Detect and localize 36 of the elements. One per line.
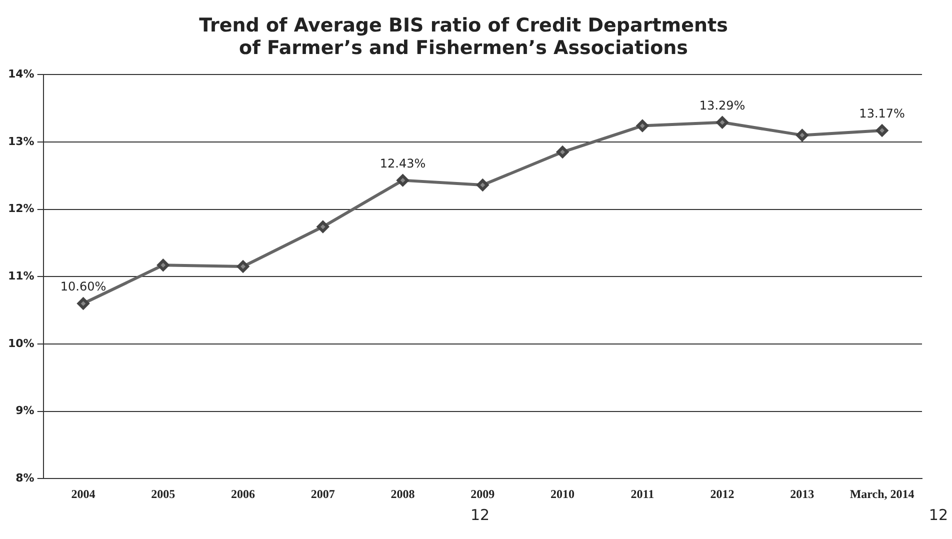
text: 12 [928,506,948,524]
x-tick-label: 2007 [310,486,335,501]
point [556,146,569,158]
data-label: 13.17% [859,106,905,121]
y-tick-label: 13% [8,134,34,148]
x-tick-label: 2013 [790,486,814,501]
point [316,220,329,233]
y-tick-label: 8% [16,471,34,484]
point [796,129,808,142]
point [396,174,409,186]
point [237,260,250,272]
x-tick-label: 2004 [71,486,96,501]
y-tick-label: 14% [8,67,34,80]
x-tick-label: 2008 [390,486,415,501]
x-tick-label: 2005 [151,486,176,501]
point [157,259,170,272]
text: 12 [469,506,491,524]
data-label: 12.43% [380,156,426,170]
data-label: 13.29% [699,98,746,113]
point [77,298,90,310]
x-tick-label: March, 2014 [850,486,914,501]
y-tick-label: 12% [8,202,34,216]
y-tick-label: 10% [8,336,34,350]
y-tick-label: 9% [16,404,34,418]
point [716,116,728,128]
x-tick-label: 2006 [231,486,256,501]
point [636,120,648,132]
y-tick-label: 11% [8,269,34,282]
x-tick-label: 2011 [630,486,654,501]
data-label: 10.60% [60,280,106,294]
chart-title: Trend of Average BIS ratio of Credit Departments of Farmer’s and Fishermen’s Associations [199,14,728,60]
point [476,179,489,192]
x-tick-label: 2012 [710,486,734,501]
x-tick-label: 2009 [470,486,495,501]
point [876,124,888,136]
x-tick-label: 2010 [550,486,575,501]
